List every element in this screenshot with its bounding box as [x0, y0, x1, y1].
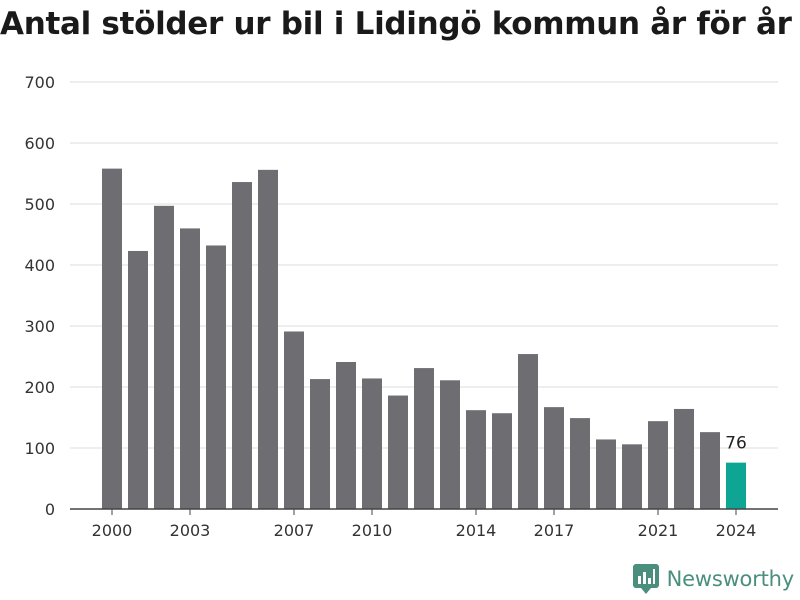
- x-tick-label-2007: 2007: [274, 521, 315, 540]
- bar-2009: [336, 361, 356, 509]
- data-label-2024: 76: [725, 434, 747, 454]
- bar-2020: [622, 444, 642, 509]
- y-tick-label-400: 400: [24, 256, 55, 275]
- bar-2024: [726, 462, 746, 509]
- bar-2005: [232, 182, 252, 510]
- bar-2022: [674, 408, 694, 509]
- bar-2021: [648, 421, 668, 509]
- x-tick-label-2010: 2010: [352, 521, 393, 540]
- chart-title: Antal stölder ur bil i Lidingö kommun år…: [0, 6, 792, 42]
- bar-2019: [596, 439, 616, 509]
- bar-2012: [414, 368, 434, 509]
- x-axis: [70, 508, 778, 515]
- bar-2016: [518, 354, 538, 509]
- bar-2023: [700, 432, 720, 509]
- brand-name: Newsworthy: [666, 567, 795, 591]
- bar-2014: [466, 410, 486, 509]
- bar-2017: [544, 407, 564, 509]
- bar-2003: [180, 228, 200, 509]
- x-tick-label-2021: 2021: [638, 521, 679, 540]
- x-tick-label-2014: 2014: [456, 521, 497, 540]
- bar-2006: [258, 169, 278, 509]
- y-tick-label-300: 300: [24, 317, 55, 336]
- bar-2007: [284, 331, 304, 509]
- bar-2011: [388, 395, 408, 509]
- bar-2000: [102, 168, 122, 509]
- y-tick-label-200: 200: [24, 378, 55, 397]
- bar-2001: [128, 250, 148, 509]
- x-tick-label-2024: 2024: [716, 521, 757, 540]
- x-axis-tick-labels: 2000 2003 2007 2010 2014 2017 2021 2024: [92, 521, 757, 540]
- bars: [102, 168, 746, 510]
- bar-2004: [206, 245, 226, 510]
- data-labels: 76: [725, 434, 747, 454]
- y-tick-label-600: 600: [24, 134, 55, 153]
- x-tick-label-2017: 2017: [534, 521, 575, 540]
- bar-2010: [362, 378, 382, 509]
- y-tick-label-500: 500: [24, 195, 55, 214]
- newsworthy-logo-icon: [632, 564, 659, 594]
- brand-logo: Newsworthy: [632, 564, 795, 594]
- bar-2008: [310, 379, 330, 509]
- x-tick-label-2003: 2003: [170, 521, 211, 540]
- y-tick-label-0: 0: [45, 500, 55, 519]
- y-tick-label-100: 100: [24, 439, 55, 458]
- bar-2018: [570, 418, 590, 509]
- bar-2013: [440, 380, 460, 509]
- y-tick-label-700: 700: [24, 73, 55, 92]
- x-tick-label-2000: 2000: [92, 521, 133, 540]
- y-axis-tick-labels: 0 100 200 300 400 500 600 700: [24, 73, 55, 519]
- bar-2015: [492, 413, 512, 509]
- bar-2002: [154, 205, 174, 509]
